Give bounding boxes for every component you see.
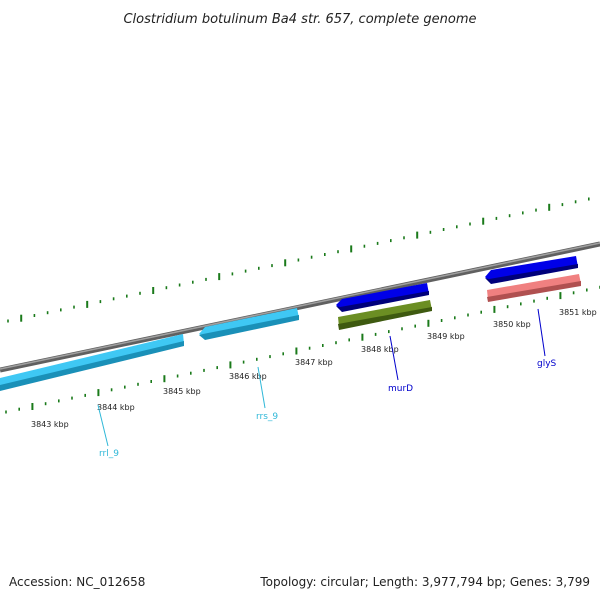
- lower-tick-track: [5, 285, 600, 414]
- gene-leaders: [97, 308, 546, 447]
- feature-track: [0, 256, 581, 391]
- feature-trna[interactable]: [487, 274, 581, 302]
- ruler-labels: 3843 kbp 3844 kbp 3845 kbp 3846 kbp 3847…: [31, 308, 597, 429]
- ruler-label: 3849 kbp: [427, 332, 465, 341]
- ruler-label: 3845 kbp: [163, 387, 201, 396]
- genome-backbone: [0, 241, 600, 373]
- ruler-label: 3844 kbp: [97, 403, 135, 412]
- gene-label-rrl-9[interactable]: rrl_9: [99, 449, 119, 459]
- feature-rrl-9[interactable]: [0, 334, 184, 391]
- ruler-label: 3851 kbp: [559, 308, 597, 317]
- feature-murd-arrow[interactable]: [336, 283, 429, 312]
- map-title: Clostridium botulinum Ba4 str. 657, comp…: [123, 12, 476, 27]
- ruler-label: 3843 kbp: [31, 420, 69, 429]
- gene-label-glys[interactable]: glyS: [537, 359, 557, 369]
- gene-labels: rrl_9 rrs_9 murD glyS: [99, 359, 557, 459]
- accession-text: Accession: NC_012658: [9, 575, 145, 589]
- ruler-label: 3850 kbp: [493, 320, 531, 329]
- gene-label-rrs-9[interactable]: rrs_9: [256, 412, 278, 422]
- gene-label-murd[interactable]: murD: [388, 384, 413, 394]
- ruler-label: 3847 kbp: [295, 358, 333, 367]
- feature-rrs-9[interactable]: [199, 308, 299, 340]
- ruler-label: 3848 kbp: [361, 345, 399, 354]
- upper-tick-track: [7, 197, 590, 323]
- genome-summary-text: Topology: circular; Length: 3,977,794 bp…: [259, 575, 590, 589]
- feature-glys-arrow[interactable]: [485, 256, 578, 284]
- ruler-label: 3846 kbp: [229, 372, 267, 381]
- feature-green-cds[interactable]: [338, 300, 432, 330]
